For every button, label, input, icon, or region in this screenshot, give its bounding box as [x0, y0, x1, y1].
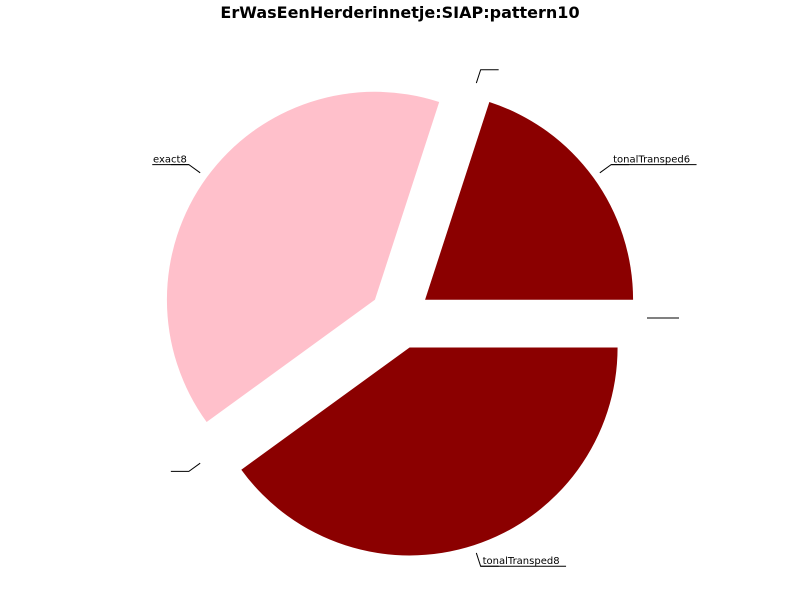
pie-slice-tonalTransped6 [425, 101, 634, 300]
pie-slice-exact8 [166, 91, 440, 423]
chart-title: ErWasEenHerderinnetje:SIAP:pattern10 [220, 3, 579, 22]
slice-label-tonalTransped6: tonalTransped6 [613, 155, 690, 166]
leader-line-exact8 [170, 164, 201, 174]
leader-line-tonalTransped6 [599, 164, 630, 174]
pie-slices [166, 91, 634, 556]
slice-label-tonalTransped8: tonalTransped8 [483, 556, 560, 567]
leader-line-2 [475, 69, 499, 84]
pie-slice-tonalTransped8 [241, 347, 618, 556]
leader-line-4 [170, 462, 201, 472]
slice-label-exact8: exact8 [153, 155, 187, 166]
pie-labels: tonalTransped6 exact8 tonalTransped8 [152, 69, 697, 567]
